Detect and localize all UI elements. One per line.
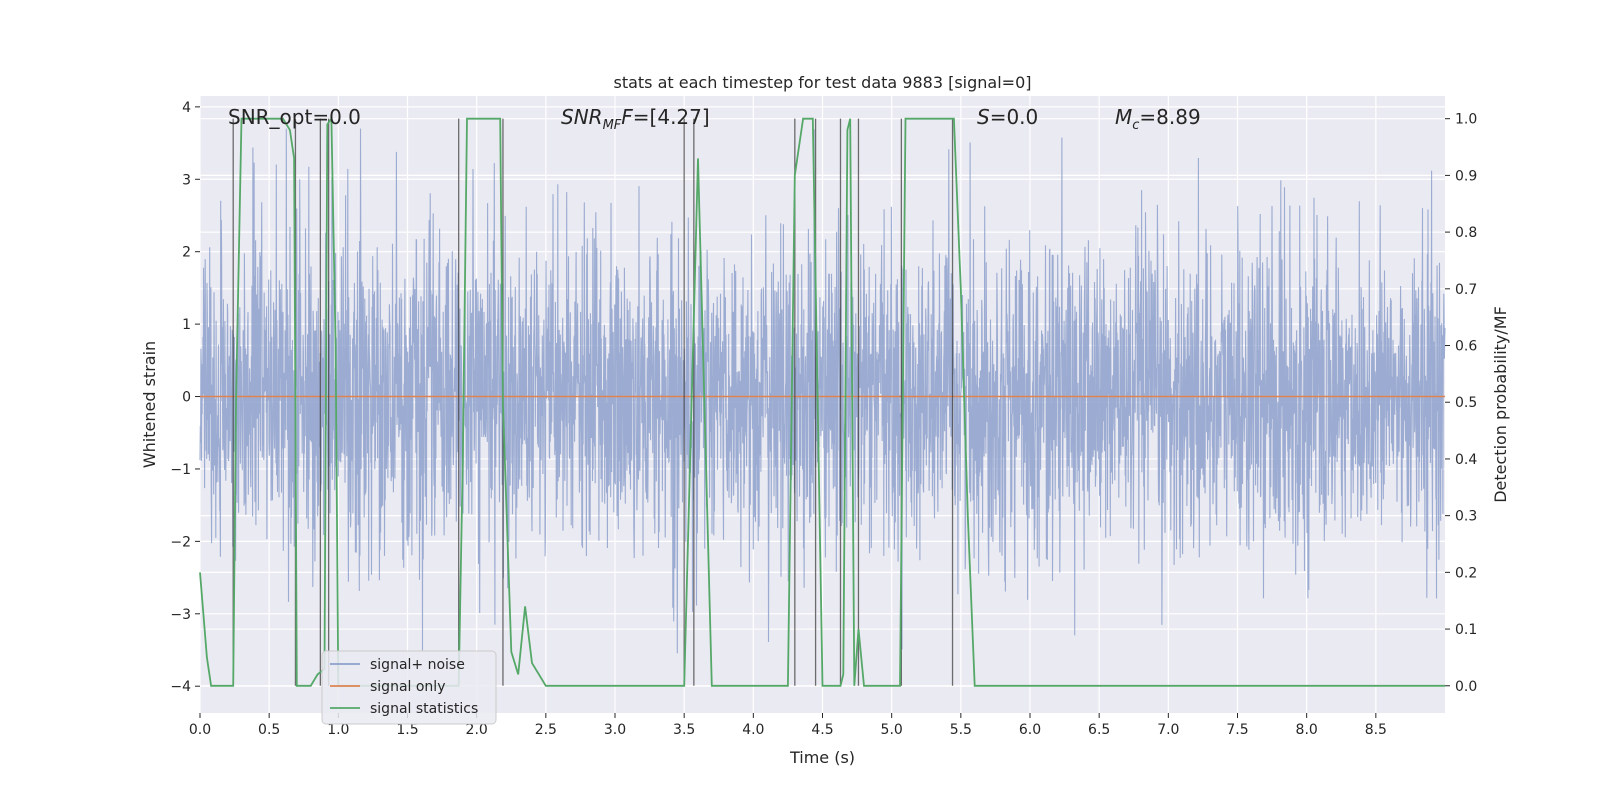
chart-title: stats at each timestep for test data 988… <box>613 73 1031 92</box>
y2-tick-label: 0.1 <box>1455 622 1477 638</box>
noise-line <box>199 128 1446 654</box>
y2-tick-label: 0.5 <box>1455 395 1477 411</box>
legend-label-signal-only: signal only <box>370 679 445 695</box>
x-tick-label: 6.0 <box>1019 722 1041 738</box>
x-tick-label: 4.5 <box>811 722 833 738</box>
x-tick-label: 3.0 <box>604 722 626 738</box>
y2-tick-label: 0.8 <box>1455 225 1477 241</box>
y2-tick-label: 0.7 <box>1455 282 1477 298</box>
annotation-mc-sub: c <box>1132 118 1139 133</box>
stats-line <box>199 115 1445 687</box>
x-tick-label: 6.5 <box>1088 722 1110 738</box>
x-tick-label: 0.5 <box>258 722 280 738</box>
y-tick-label: −2 <box>170 534 191 550</box>
legend-label-signal-noise: signal+ noise <box>370 657 465 673</box>
axes: 0.0 0.5 1.0 1.5 2.0 2.5 3.0 3.5 4.0 4.5 5.0 5.5 6.0 6… <box>170 100 1477 738</box>
x-tick-label: 5.5 <box>950 722 972 738</box>
annotation-snr-opt: SNR_opt=0.0 <box>228 105 361 129</box>
y2-tick-label: 1.0 <box>1455 112 1477 128</box>
y-axis-label: Whitened strain <box>140 341 159 468</box>
x-tick-label: 1.0 <box>327 722 349 738</box>
annotation-s-value: =0.0 <box>990 105 1039 129</box>
stats-series <box>199 115 1445 687</box>
x-tick-label: 8.5 <box>1365 722 1387 738</box>
legend-label-signal-statistics: signal statistics <box>370 701 478 717</box>
legend: signal+ noise signal only signal statist… <box>321 650 497 725</box>
y-tick-label: −1 <box>170 462 191 478</box>
y2-tick-label: 0.4 <box>1455 452 1477 468</box>
x-tick-label: 3.5 <box>673 722 695 738</box>
x-tick-label: 2.5 <box>535 722 557 738</box>
y2-tick-label: 0.6 <box>1455 339 1477 355</box>
y2-tick-label: 0.3 <box>1455 509 1477 525</box>
annotation-mc: Mc=8.89 <box>1115 105 1201 133</box>
annotation-snr-mf-sub: MF <box>603 118 622 133</box>
x-tick-label: 2.0 <box>466 722 488 738</box>
legend-box <box>321 650 497 725</box>
x-tick-label: 7.5 <box>1226 722 1248 738</box>
annotation-snr-mf-f: F <box>621 105 633 129</box>
y-tick-label: 0 <box>182 390 191 406</box>
y2-tick-label: 0.9 <box>1455 168 1477 184</box>
y-tick-label: 3 <box>182 172 191 188</box>
annotation-mc-value: =8.89 <box>1139 105 1200 129</box>
y-tick-label: −4 <box>170 679 191 695</box>
x-tick-label: 7.0 <box>1157 722 1179 738</box>
x-tick-label: 0.0 <box>189 722 211 738</box>
noise-series <box>199 128 1446 654</box>
y-tick-label: 4 <box>182 100 191 116</box>
y2-tick-label: 0.2 <box>1455 565 1477 581</box>
x-tick-label: 4.0 <box>742 722 764 738</box>
annotation-s: S=0.0 <box>977 105 1038 129</box>
y-tick-label: −3 <box>170 607 191 623</box>
y-tick-label: 2 <box>182 245 191 261</box>
x-axis-label: Time (s) <box>789 748 855 767</box>
annotation-snr-mf-value: =[4.27] <box>633 105 710 129</box>
y-tick-label: 1 <box>182 317 191 333</box>
x-tick-label: 8.0 <box>1296 722 1318 738</box>
annotation-snr-mf-main: SNR <box>561 105 603 129</box>
x-tick-label: 1.5 <box>396 722 418 738</box>
y2-tick-label: 0.0 <box>1455 679 1477 695</box>
annotation-mc-main: M <box>1115 105 1132 129</box>
annotation-s-main: S <box>977 105 990 129</box>
annotation-snr-mf: SNRMFF=[4.27] <box>561 105 710 133</box>
x-tick-label: 5.0 <box>881 722 903 738</box>
y2-axis-label: Detection probability/MF <box>1491 306 1510 503</box>
